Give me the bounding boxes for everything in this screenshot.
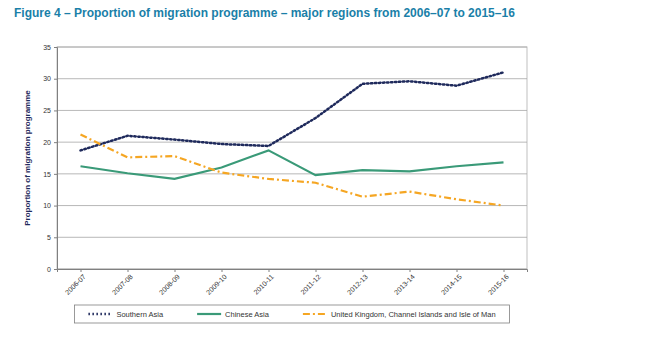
y-tick: 30 bbox=[43, 75, 57, 82]
legend-label: United Kingdom, Channel Islands and Isle… bbox=[331, 310, 496, 319]
y-tick-label: 35 bbox=[43, 44, 51, 51]
y-axis: 0 5 10 15 20 25 30 35 bbox=[43, 44, 57, 273]
x-tick-mark bbox=[222, 269, 223, 272]
y-tick-mark bbox=[54, 142, 57, 143]
x-tick-mark bbox=[457, 269, 458, 272]
lines bbox=[81, 72, 504, 205]
y-tick-label: 15 bbox=[43, 171, 51, 178]
x-axis: 2006-07 2007-08 2008-09 2009-10 2010-11 2011-… bbox=[58, 269, 528, 296]
x-tick: 2015-16 bbox=[487, 269, 510, 296]
y-tick: 5 bbox=[47, 234, 57, 241]
y-tick-label: 5 bbox=[47, 234, 51, 241]
x-tick-label: 2009-10 bbox=[205, 273, 228, 296]
y-tick: 15 bbox=[43, 171, 57, 178]
x-tick: 2014-15 bbox=[440, 269, 463, 296]
legend-item: Southern Asia bbox=[88, 310, 164, 319]
x-tick-label: 2008-09 bbox=[158, 273, 181, 296]
x-tick-label: 2006-07 bbox=[64, 273, 87, 296]
x-tick: 2009-10 bbox=[205, 269, 228, 296]
legend: Southern Asia Chinese Asia United Kingdom,… bbox=[74, 305, 509, 323]
grid bbox=[57, 47, 527, 269]
legend-label: Chinese Asia bbox=[225, 310, 270, 319]
x-tick: 2013-14 bbox=[393, 269, 416, 296]
y-tick-mark bbox=[54, 174, 57, 175]
legend-item: United Kingdom, Channel Islands and Isle… bbox=[303, 310, 496, 319]
series-line bbox=[81, 72, 504, 150]
title: Figure 4 – Proportion of migration progr… bbox=[14, 6, 515, 20]
y-tick-label: 10 bbox=[43, 202, 51, 209]
x-tick: 2011-12 bbox=[299, 269, 322, 296]
series-line bbox=[81, 150, 504, 179]
x-axis-line bbox=[58, 270, 528, 273]
y-tick: 0 bbox=[47, 266, 57, 273]
y-tick-mark bbox=[54, 79, 57, 80]
grid-line bbox=[57, 237, 527, 238]
plot-frame bbox=[57, 47, 527, 269]
x-tick-label: 2007-08 bbox=[111, 273, 134, 296]
x-tick: 2006-07 bbox=[64, 269, 87, 296]
x-tick: 2008-09 bbox=[158, 269, 181, 296]
legend-label: Southern Asia bbox=[116, 310, 164, 319]
x-tick-label: 2013-14 bbox=[393, 273, 416, 296]
grid-line bbox=[57, 142, 527, 143]
x-tick-mark bbox=[81, 269, 82, 272]
x-tick-mark bbox=[410, 269, 411, 272]
x-tick-label: 2014-15 bbox=[440, 273, 463, 296]
y-tick-label: 0 bbox=[47, 266, 51, 273]
grid-line bbox=[57, 110, 527, 111]
y-tick-mark bbox=[54, 237, 57, 238]
legend-swatch bbox=[303, 313, 327, 315]
y-tick-label: 20 bbox=[43, 139, 51, 146]
x-tick-mark bbox=[128, 269, 129, 272]
y-tick-mark bbox=[54, 269, 57, 270]
chart: Figure 4 – Proportion of migration progr… bbox=[0, 0, 646, 359]
grid-line bbox=[57, 78, 527, 79]
y-tick-label: 30 bbox=[43, 75, 51, 82]
x-tick-label: 2015-16 bbox=[487, 273, 510, 296]
y-tick: 10 bbox=[43, 202, 57, 209]
x-tick: 2012-13 bbox=[346, 269, 369, 296]
y-tick: 20 bbox=[43, 139, 57, 146]
x-tick-label: 2011-12 bbox=[299, 273, 322, 296]
grid-line bbox=[57, 47, 527, 48]
x-tick-mark bbox=[504, 269, 505, 272]
grid-line bbox=[57, 205, 527, 206]
y-tick-mark bbox=[54, 206, 57, 207]
x-tick-mark bbox=[175, 269, 176, 272]
y-axis-title: Proportion of migration programme bbox=[23, 90, 32, 226]
legend-box bbox=[74, 305, 509, 323]
legend-items: Southern Asia Chinese Asia United Kingdom,… bbox=[88, 310, 495, 319]
x-tick-mark bbox=[269, 269, 270, 272]
series-line bbox=[81, 135, 504, 206]
y-tick-label: 25 bbox=[43, 107, 51, 114]
x-tick-mark bbox=[363, 269, 364, 272]
y-tick: 35 bbox=[43, 44, 57, 51]
legend-swatch bbox=[88, 313, 112, 316]
y-tick-mark bbox=[54, 110, 57, 111]
x-tick-mark bbox=[316, 269, 317, 272]
legend-item: Chinese Asia bbox=[197, 310, 270, 319]
y-tick-mark bbox=[54, 47, 57, 48]
x-tick-label: 2010-11 bbox=[252, 273, 275, 296]
x-tick-label: 2012-13 bbox=[346, 273, 369, 296]
x-tick: 2010-11 bbox=[252, 269, 275, 296]
legend-swatch bbox=[197, 313, 221, 315]
y-tick: 25 bbox=[43, 107, 57, 114]
x-tick: 2007-08 bbox=[111, 269, 134, 296]
y-axis-line bbox=[54, 48, 58, 270]
